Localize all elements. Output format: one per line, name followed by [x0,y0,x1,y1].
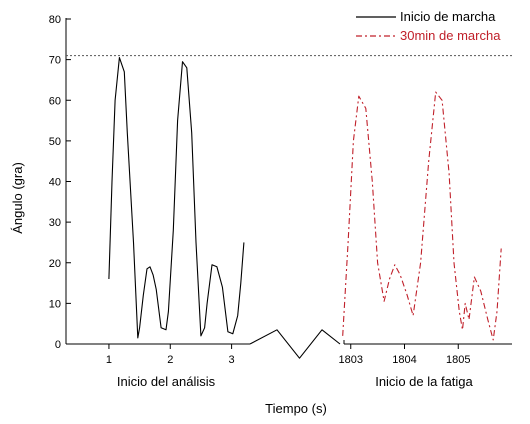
series-line-30min-de-marcha [342,91,502,341]
series-layer [108,57,502,359]
legend-label-inicio-de-marcha: Inicio de marcha [400,9,496,24]
y-tick-label: 50 [49,136,61,148]
y-tick-label: 20 [49,258,61,270]
legend: Inicio de marcha 30min de marcha [356,9,501,43]
segment-label-inicio-de-la-fatiga: Inicio de la fatiga [375,374,473,389]
x-tick-label: 3 [229,354,235,366]
x-tick-label: 1 [106,354,112,366]
x-axis-title: Tiempo (s) [265,401,327,416]
y-axis-title: Ángulo (gra) [10,162,25,234]
legend-label-30min-de-marcha: 30min de marcha [400,28,501,43]
y-tick-label: 0 [55,339,61,351]
x-tick-label: 1804 [392,354,416,366]
y-tick-label: 30 [49,217,61,229]
y-tick-label: 40 [49,177,61,189]
y-tick-label: 60 [49,95,61,107]
y-tick-label: 10 [49,298,61,310]
y-tick-label: 80 [49,14,61,26]
y-tick-label: 70 [49,55,61,67]
x-tick-label: 1803 [339,354,363,366]
segment-label-inicio-del-analisis: Inicio del análisis [117,374,216,389]
series-line-axis-break [249,329,341,359]
series-line-inicio-de-marcha [108,57,245,339]
axes: 0 10 20 30 40 50 60 70 80 1 2 3 1803 1804 1805 [49,14,514,366]
x-tick-label: 1805 [446,354,470,366]
x-tick-label: 2 [167,354,173,366]
